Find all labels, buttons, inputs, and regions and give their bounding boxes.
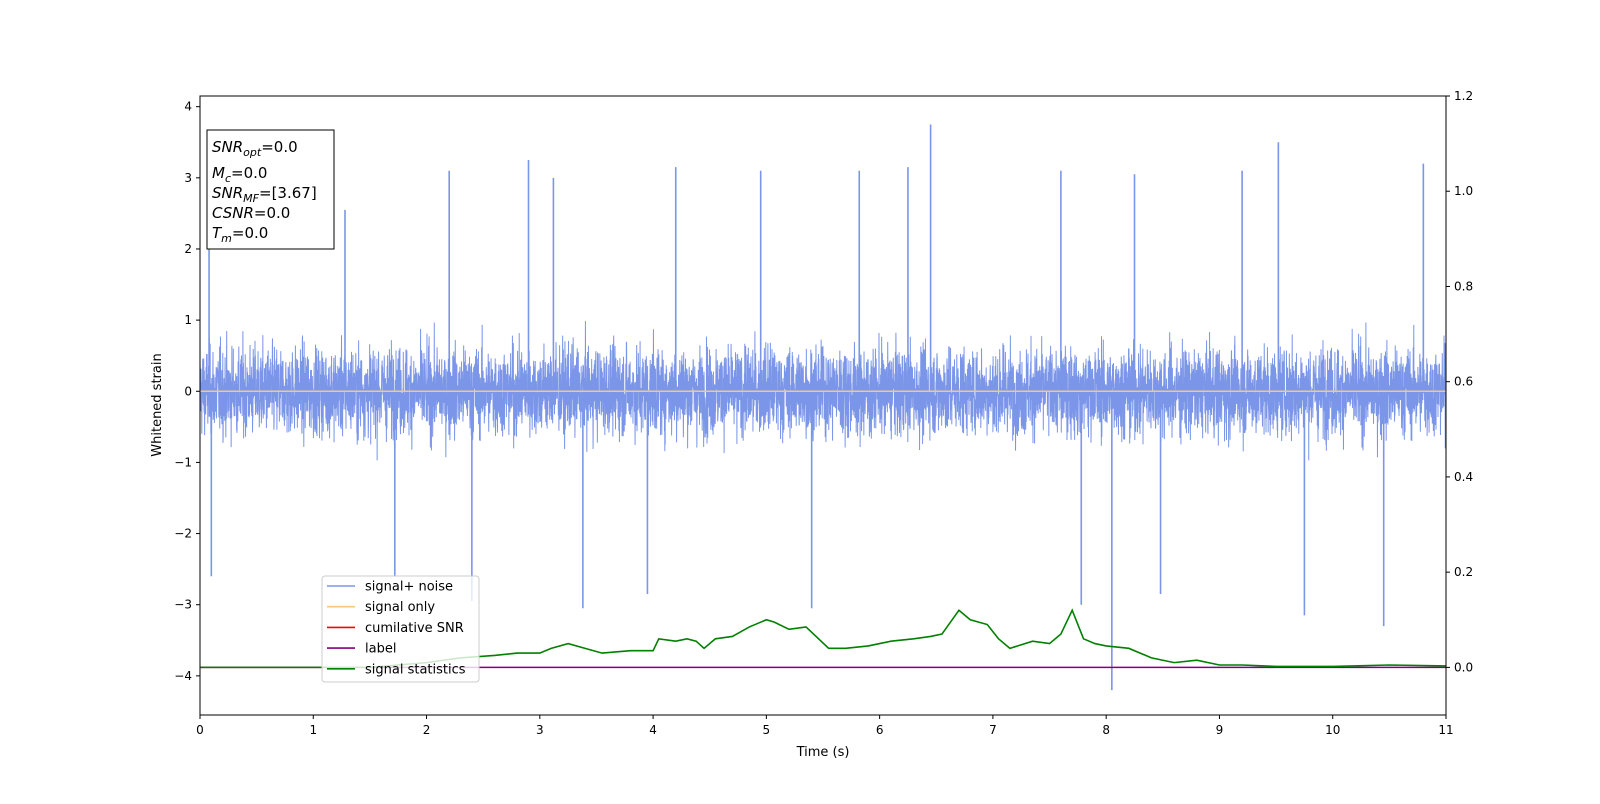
legend-label: signal only: [365, 600, 435, 615]
legend-label: label: [365, 642, 396, 657]
x-tick-label: 9: [1216, 723, 1224, 737]
info-snr-mf: SNRMF=[3.67]: [212, 184, 317, 205]
legend-label: signal statistics: [365, 662, 466, 677]
info-snr-opt: SNRopt=0.0: [212, 138, 298, 159]
y2-tick-label: 0.2: [1454, 565, 1473, 579]
x-tick-label: 6: [876, 723, 884, 737]
x-tick-label: 7: [989, 723, 997, 737]
y-tick-label: 3: [184, 171, 192, 185]
y2-tick-label: 1.2: [1454, 89, 1473, 103]
y-axis-right: 0.0 0.2 0.4 0.6 0.8 1.0 1.2: [1446, 89, 1473, 674]
x-axis: 0 1 2 3 4 5 6 7 8 9 10 11: [196, 715, 1454, 737]
info-mc: Mc=0.0: [212, 164, 267, 185]
x-tick-label: 4: [649, 723, 657, 737]
legend-label: signal+ noise: [365, 580, 453, 595]
y-tick-label: −4: [174, 669, 192, 683]
x-tick-label: 5: [763, 723, 771, 737]
y-tick-label: 4: [184, 100, 192, 114]
y2-tick-label: 1.0: [1454, 184, 1473, 198]
series-signal-statistics-line: [200, 608, 1447, 669]
x-axis-label: Time (s): [796, 745, 850, 760]
axes-frame: [199, 95, 1447, 716]
info-box-frame: [206, 129, 335, 250]
y2-tick-label: 0.6: [1454, 375, 1473, 389]
info-box: SNRopt=0.0 Mc=0.0 SNRMF=[3.67] CSNR=0.0 …: [206, 129, 335, 250]
y2-tick-label: 0.0: [1454, 660, 1473, 674]
y-tick-label: −3: [174, 598, 192, 612]
x-tick-label: 1: [309, 723, 317, 737]
y-tick-label: 1: [184, 313, 192, 327]
legend-frame: [321, 575, 480, 683]
x-tick-label: 2: [423, 723, 431, 737]
y-axis-label: Whitened strain: [150, 353, 165, 456]
series-signal-noise-line: [200, 321, 1446, 461]
legend: signal+ noise signal only cumilative SNR la…: [321, 575, 480, 683]
x-tick-label: 3: [536, 723, 544, 737]
y-tick-label: 2: [184, 242, 192, 256]
plot-area: [200, 124, 1447, 691]
x-tick-label: 10: [1325, 723, 1340, 737]
y-tick-label: 0: [184, 384, 192, 398]
x-tick-label: 0: [196, 723, 204, 737]
y-tick-label: −2: [174, 527, 192, 541]
y2-tick-label: 0.4: [1454, 470, 1473, 484]
y-axis-left: −4 −3 −2 −1 0 1 2 3 4: [174, 100, 200, 683]
x-tick-label: 11: [1438, 723, 1453, 737]
legend-label: cumilative SNR: [365, 621, 464, 636]
y-tick-label: −1: [174, 455, 192, 469]
info-tm: Tm=0.0: [212, 224, 268, 245]
y2-tick-label: 0.8: [1454, 279, 1473, 293]
x-tick-label: 8: [1102, 723, 1110, 737]
info-csnr: CSNR=0.0: [212, 204, 290, 222]
